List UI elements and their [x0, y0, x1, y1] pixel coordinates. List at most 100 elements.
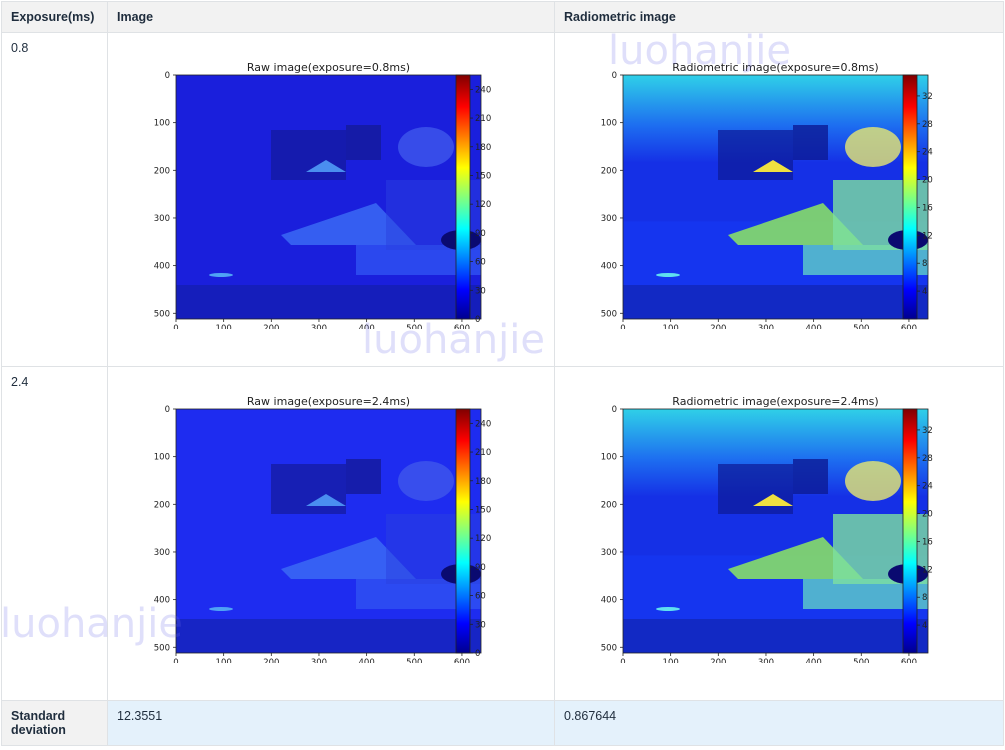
y-tick-label: 200	[601, 500, 617, 510]
y-tick-label: 100	[601, 453, 617, 463]
y-tick-label: 0	[612, 71, 617, 81]
x-tick-label: 400	[806, 658, 822, 663]
heatmap-figure: Raw image(exposure=2.4ms)0 100 200 300 400 50…	[154, 395, 491, 663]
y-tick-label: 300	[601, 214, 617, 224]
colorbar-tick-label: 24	[922, 148, 933, 158]
exposure-value: 0.8	[11, 41, 29, 55]
y-tick-label: 0	[165, 405, 170, 415]
colorbar-tick-label: 90	[475, 229, 486, 239]
y-tick-label: 100	[154, 453, 170, 463]
colorbar-tick-label: 0	[475, 649, 480, 659]
x-tick-label: 300	[758, 324, 774, 329]
colorbar-tick-label: 60	[475, 258, 486, 268]
y-tick-label: 0	[165, 71, 170, 81]
x-tick-label: 500	[853, 324, 869, 329]
y-tick-label: 100	[154, 119, 170, 129]
std-image-value: 12.3551	[117, 709, 163, 723]
colorbar-tick-label: 90	[475, 563, 486, 573]
colorbar-tick-label: 8	[922, 593, 927, 603]
x-tick-label: 0	[620, 658, 625, 663]
x-tick-label: 300	[758, 658, 774, 663]
raw-plot-0-8: Raw image(exposure=0.8ms) 0 100 200 300 400 50…	[138, 57, 518, 329]
x-tick-label: 0	[620, 324, 625, 329]
y-tick-label: 300	[154, 214, 170, 224]
colorbar	[902, 74, 918, 320]
x-tick-label: 300	[311, 324, 327, 329]
colorbar-tick-label: 12	[922, 565, 933, 575]
x-tick-label: 0	[173, 324, 178, 329]
colorbar-tick-label: 210	[475, 448, 491, 458]
x-tick-label: 600	[901, 324, 917, 329]
x-tick-label: 100	[216, 658, 232, 663]
colorbar	[455, 74, 471, 320]
y-tick-label: 500	[154, 643, 170, 653]
colorbar-tick-label: 20	[922, 176, 933, 186]
x-tick-label: 0	[173, 658, 178, 663]
heatmap-figure: Raw image(exposure=0.8ms)0 100 200 300 400 50…	[154, 61, 491, 329]
plot-title: Raw image(exposure=0.8ms)	[247, 61, 410, 74]
x-tick-label: 400	[806, 324, 822, 329]
std-row: Standard deviation 12.3551 0.867644	[1, 700, 1004, 746]
x-tick-label: 600	[901, 658, 917, 663]
colorbar-tick-label: 30	[475, 620, 486, 630]
colorbar-tick-label: 150	[475, 171, 491, 181]
colorbar-tick-label: 30	[475, 286, 486, 296]
colorbar-tick-label: 180	[475, 477, 491, 487]
y-tick-label: 500	[154, 309, 170, 319]
colorbar-tick-label: 120	[475, 534, 491, 544]
radiometric-plot-0-8: Radiometric image(exposure=0.8ms) 0 100 200…	[585, 57, 965, 329]
colorbar-tick-label: 16	[922, 203, 933, 213]
std-label: Standard deviation	[11, 709, 66, 737]
y-tick-label: 200	[154, 166, 170, 176]
colorbar-tick-label: 150	[475, 505, 491, 515]
heatmap-figure: Radiometric image(exposure=0.8ms)0 100 200…	[601, 61, 933, 329]
colorbar-tick-label: 16	[922, 537, 933, 547]
y-tick-label: 400	[154, 262, 170, 272]
y-tick-label: 400	[601, 262, 617, 272]
x-tick-label: 500	[406, 324, 422, 329]
colorbar-tick-label: 32	[922, 92, 933, 102]
colorbar-tick-label: 12	[922, 231, 933, 241]
colorbar-tick-label: 32	[922, 426, 933, 436]
raw-plot-2-4: Raw image(exposure=2.4ms) 0 100 200 300 400 50…	[138, 391, 518, 663]
x-tick-label: 400	[359, 324, 375, 329]
y-tick-label: 500	[601, 309, 617, 319]
x-tick-label: 500	[406, 658, 422, 663]
x-tick-label: 300	[311, 658, 327, 663]
x-tick-label: 100	[663, 324, 679, 329]
colorbar	[455, 408, 471, 654]
colorbar-tick-label: 8	[922, 259, 927, 269]
colorbar-tick-label: 20	[922, 510, 933, 520]
y-tick-label: 400	[154, 596, 170, 606]
colorbar	[902, 408, 918, 654]
colorbar-tick-label: 240	[475, 419, 491, 429]
header-exposure: Exposure(ms)	[1, 1, 108, 33]
table-row: 2.4 Raw image(exposure=2.4ms) 0 100 200 300 4…	[1, 366, 1004, 701]
colorbar-tick-label: 0	[475, 315, 480, 325]
x-tick-label: 500	[853, 658, 869, 663]
y-tick-label: 100	[601, 119, 617, 129]
plot-title: Raw image(exposure=2.4ms)	[247, 395, 410, 408]
y-tick-label: 200	[601, 166, 617, 176]
header-radiometric: Radiometric image	[554, 1, 1004, 33]
y-tick-label: 200	[154, 500, 170, 510]
y-tick-label: 300	[601, 548, 617, 558]
colorbar-tick-label: 4	[922, 621, 927, 631]
x-tick-label: 100	[663, 658, 679, 663]
x-tick-label: 200	[710, 658, 726, 663]
plot-title: Radiometric image(exposure=2.4ms)	[672, 395, 878, 408]
x-tick-label: 600	[454, 658, 470, 663]
colorbar-tick-label: 180	[475, 143, 491, 153]
x-tick-label: 600	[454, 324, 470, 329]
y-tick-label: 400	[601, 596, 617, 606]
plot-title: Radiometric image(exposure=0.8ms)	[672, 61, 878, 74]
colorbar-tick-label: 240	[475, 85, 491, 95]
y-tick-label: 300	[154, 548, 170, 558]
x-tick-label: 400	[359, 658, 375, 663]
y-tick-label: 500	[601, 643, 617, 653]
header-image: Image	[107, 1, 555, 33]
x-tick-label: 200	[263, 324, 279, 329]
colorbar-tick-label: 28	[922, 454, 933, 464]
table-row: 0.8 Raw image(exposure=0.8ms) 0 100 200 300 4…	[1, 32, 1004, 367]
